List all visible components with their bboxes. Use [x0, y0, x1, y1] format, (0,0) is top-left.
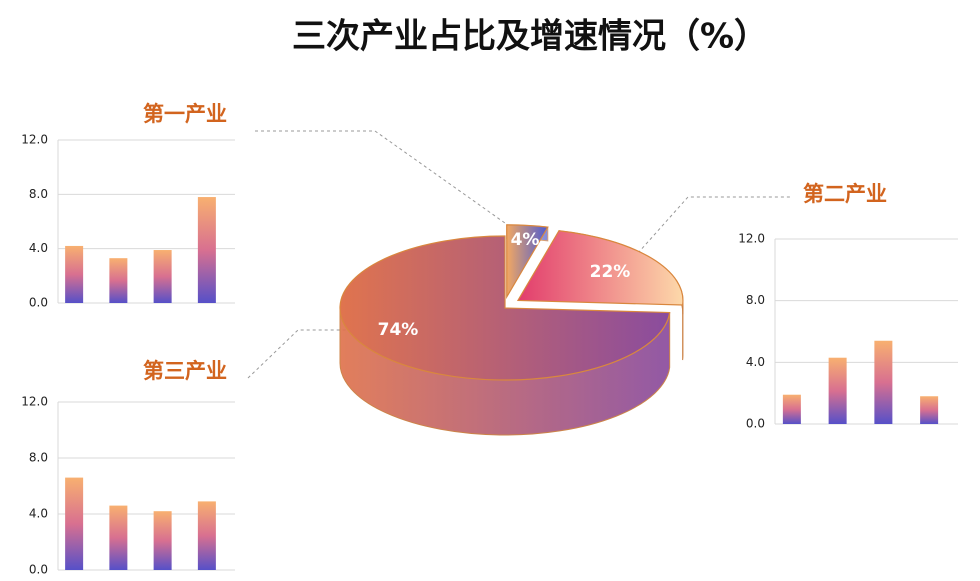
bar [874, 340, 893, 424]
bar [828, 357, 847, 424]
bar [197, 197, 216, 303]
y-tick-label: 8.0 [29, 187, 48, 201]
bar [197, 501, 216, 570]
y-tick-label: 0.0 [29, 563, 48, 577]
bar [153, 250, 172, 303]
slice-label: 第三产业 [143, 359, 227, 383]
bar [920, 396, 939, 424]
y-tick-label: 12.0 [21, 133, 48, 147]
callout-line [255, 130, 513, 229]
y-tick-label: 4.0 [29, 507, 48, 521]
bar [782, 394, 801, 424]
y-tick-label: 4.0 [29, 241, 48, 255]
bar [109, 505, 128, 570]
y-tick-label: 8.0 [29, 451, 48, 465]
pie-slice [516, 230, 684, 306]
bar [65, 245, 84, 303]
slice-label: 第一产业 [143, 102, 227, 126]
pie-slice [506, 224, 549, 300]
y-tick-label: 12.0 [21, 395, 48, 409]
chart-title: 三次产业占比及增速情况（%） [292, 17, 768, 57]
pie-slice [339, 235, 671, 381]
y-tick-label: 4.0 [746, 355, 765, 369]
callout-line [629, 196, 790, 263]
y-tick-label: 0.0 [29, 296, 48, 310]
y-tick-label: 12.0 [738, 232, 765, 246]
bar [153, 511, 172, 570]
pie-value-label: 4% [511, 230, 540, 250]
y-tick-label: 8.0 [746, 293, 765, 307]
pie-value-label: 22% [590, 262, 631, 282]
y-tick-label: 0.0 [746, 417, 765, 431]
bar [65, 477, 84, 570]
bar [109, 258, 128, 303]
pie-value-label: 74% [378, 320, 419, 340]
slice-label: 第二产业 [803, 182, 887, 206]
